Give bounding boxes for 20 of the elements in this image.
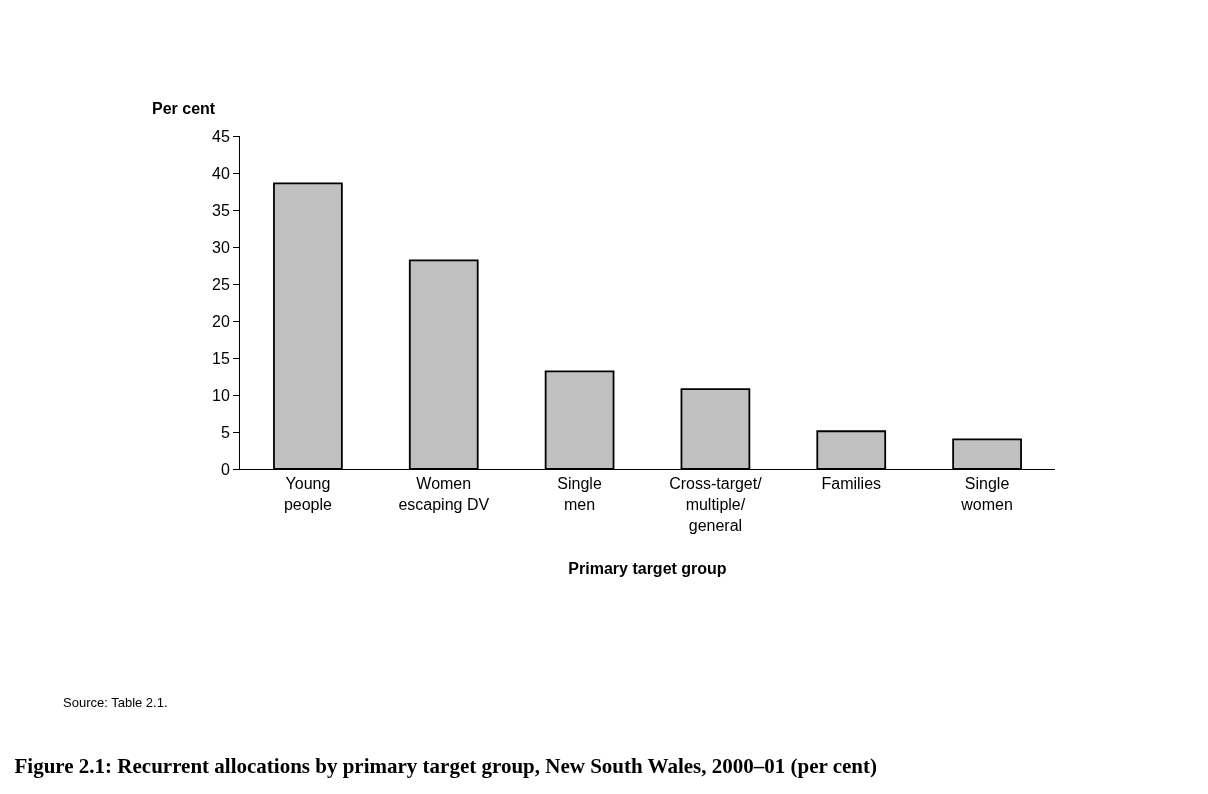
y-tick-label: 10 xyxy=(212,386,230,404)
y-tick-label: 0 xyxy=(220,460,230,478)
y-tick-label: 35 xyxy=(212,201,230,219)
x-tick-label: Cross-target/ multiple/ general xyxy=(669,475,763,534)
y-tick-label: 40 xyxy=(212,164,230,182)
text: Figure 2.1: Recurrent allocations by primary target group, New South Wales, 2000–01 (per cent) xyxy=(14,753,877,778)
y-axis-title: Per cent xyxy=(152,100,216,117)
x-tick-label: Single women xyxy=(960,475,1013,513)
y-tick-label: 15 xyxy=(212,349,230,367)
x-tick-label: Families xyxy=(821,475,882,493)
y-tick-label: 25 xyxy=(212,275,230,293)
y-tick-label: 30 xyxy=(212,238,230,256)
source-note: Source: Table 2.1. xyxy=(63,695,168,710)
y-tick-label: 20 xyxy=(212,312,230,330)
y-tick-label: 5 xyxy=(220,423,230,441)
x-tick-label: Single men xyxy=(557,475,602,513)
x-tick-label: Young people xyxy=(283,475,333,513)
x-tick-label: Women escaping DV xyxy=(398,475,490,513)
y-tick-label: 45 xyxy=(212,127,230,145)
x-axis-title: Primary target group xyxy=(568,560,727,578)
